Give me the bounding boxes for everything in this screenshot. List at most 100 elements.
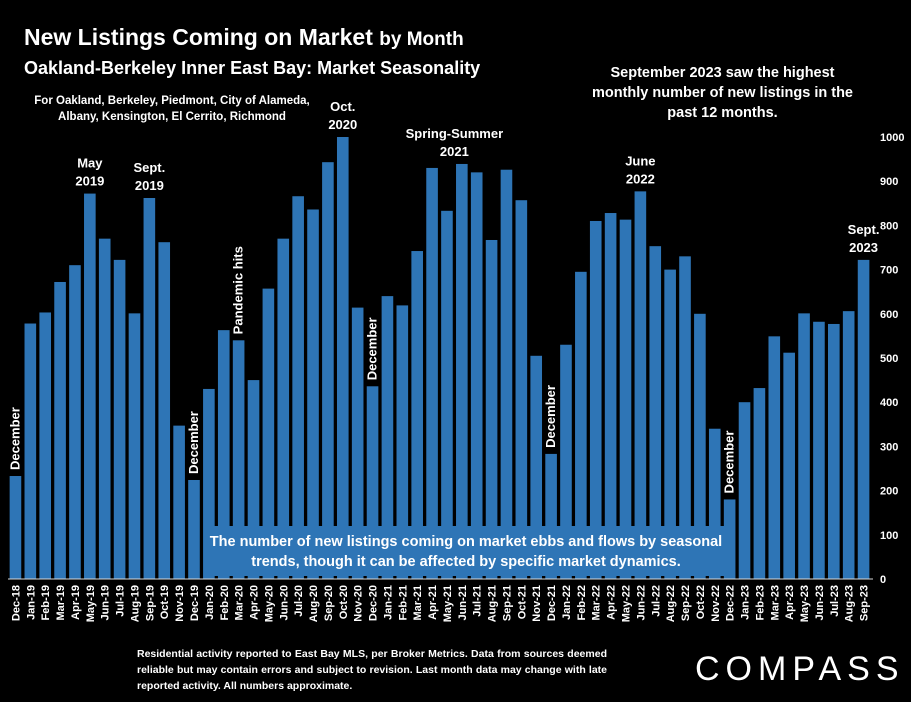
x-tick-label: Dec-21	[546, 585, 558, 621]
compass-logo: COMPASS	[695, 650, 905, 688]
x-tick-label: Sep-20	[323, 585, 335, 621]
y-tick-label: 0	[880, 574, 886, 586]
x-tick-label: Mar-21	[412, 585, 424, 620]
bar	[322, 162, 334, 579]
bar	[560, 344, 572, 579]
bar	[589, 220, 602, 580]
x-tick-label: Oct-19	[159, 585, 171, 619]
x-tick-label: Mar-20	[234, 585, 246, 620]
bar	[545, 453, 557, 579]
annotation-label: Sept. 2023	[848, 222, 880, 255]
annotation-label: December	[365, 317, 380, 380]
x-tick-label: Sep-21	[501, 585, 513, 621]
x-tick-label: Jan-20	[204, 585, 216, 620]
x-tick-label: Mar-22	[591, 585, 603, 620]
annotation-label: Spring-Summer 2021	[406, 126, 504, 159]
x-tick-label: Oct-20	[338, 585, 350, 619]
x-tick-label: Sep-19	[144, 585, 156, 621]
bar	[411, 251, 423, 580]
bar	[694, 313, 706, 579]
y-tick-label: 500	[880, 353, 898, 365]
annotation-label: December	[7, 407, 22, 470]
bar	[24, 323, 37, 579]
x-tick-label: Jul-19	[115, 585, 127, 617]
bar	[217, 330, 230, 579]
y-tick-label: 300	[880, 441, 898, 453]
bar	[634, 191, 647, 579]
bar	[813, 321, 825, 579]
x-tick-label: Jan-21	[382, 585, 394, 620]
chart-subtitle: Oakland-Berkeley Inner East Bay: Market …	[24, 58, 481, 78]
x-tick-label: Jun-23	[814, 585, 826, 620]
x-tick-label: Nov-21	[531, 585, 543, 622]
x-tick-label: Aug-23	[844, 585, 856, 622]
x-tick-label: Mar-19	[55, 585, 67, 620]
x-tick-label: May-22	[620, 585, 632, 622]
x-tick-label: May-19	[85, 585, 97, 622]
x-tick-label: Sep-23	[859, 585, 871, 621]
x-tick-label: May-23	[799, 585, 811, 622]
bar	[619, 219, 632, 579]
bar	[783, 352, 795, 579]
x-tick-label: Aug-21	[487, 585, 499, 622]
bar	[768, 336, 781, 579]
bar	[98, 238, 111, 579]
x-tick-label: Jul-23	[829, 585, 841, 617]
bar	[842, 311, 855, 579]
x-tick-label: Aug-19	[129, 585, 141, 622]
bar	[857, 259, 870, 579]
annotation-label: December	[543, 385, 558, 448]
bar	[798, 313, 810, 579]
bar	[232, 340, 245, 579]
bar	[738, 402, 751, 579]
bar	[247, 380, 260, 579]
x-tick-label: May-20	[263, 585, 275, 622]
bar	[470, 172, 483, 580]
annotation-label: May 2019	[75, 156, 104, 189]
annotation-label: December	[722, 431, 737, 494]
x-tick-label: Jul-22	[650, 585, 662, 617]
y-tick-label: 700	[880, 265, 898, 277]
bar	[708, 428, 721, 579]
annotation-label: Sept. 2019	[133, 160, 165, 193]
x-tick-label: Feb-20	[219, 585, 231, 620]
bar	[203, 388, 215, 579]
x-tick-label: Feb-19	[40, 585, 52, 620]
y-tick-label: 400	[880, 397, 898, 409]
x-tick-label: Mar-23	[769, 585, 781, 620]
bar	[604, 213, 617, 579]
x-tick-label: Feb-22	[576, 585, 588, 620]
x-tick-label: Oct-21	[516, 585, 528, 619]
bar	[143, 198, 156, 579]
bar	[664, 269, 676, 579]
x-tick-label: Jan-22	[561, 585, 573, 620]
x-tick-label: Jun-22	[635, 585, 647, 620]
y-tick-label: 600	[880, 309, 898, 321]
annotation-label: December	[186, 411, 201, 474]
x-tick-label: Dec-19	[189, 585, 201, 621]
x-tick-label: Jun-19	[100, 585, 112, 620]
x-tick-label: Jul-20	[293, 585, 305, 617]
callout-box: The number of new listings coming on mar…	[207, 526, 725, 576]
bar	[277, 238, 290, 579]
x-tick-label: Aug-20	[308, 585, 320, 622]
x-tick-label: Apr-19	[70, 585, 82, 620]
bar	[9, 476, 22, 579]
x-tick-label: Apr-23	[784, 585, 796, 620]
y-tick-label: 900	[880, 176, 898, 188]
bar	[381, 296, 394, 579]
bar	[54, 281, 66, 579]
y-tick-label: 1000	[880, 132, 904, 144]
x-tick-label: Feb-23	[754, 585, 766, 620]
x-tick-label: Jun-21	[457, 585, 469, 620]
bar	[649, 246, 662, 580]
x-tick-label: Apr-21	[427, 585, 439, 620]
bar	[828, 323, 840, 579]
bar	[292, 196, 304, 580]
bar	[113, 259, 126, 579]
annotation-label: Oct. 2020	[328, 99, 357, 132]
chart-title: New Listings Coming on Market by Month	[24, 24, 464, 50]
bar	[723, 499, 736, 579]
cities-note: For Oakland, Berkeley, Piedmont, City of…	[34, 95, 310, 123]
y-tick-label: 100	[880, 530, 898, 542]
